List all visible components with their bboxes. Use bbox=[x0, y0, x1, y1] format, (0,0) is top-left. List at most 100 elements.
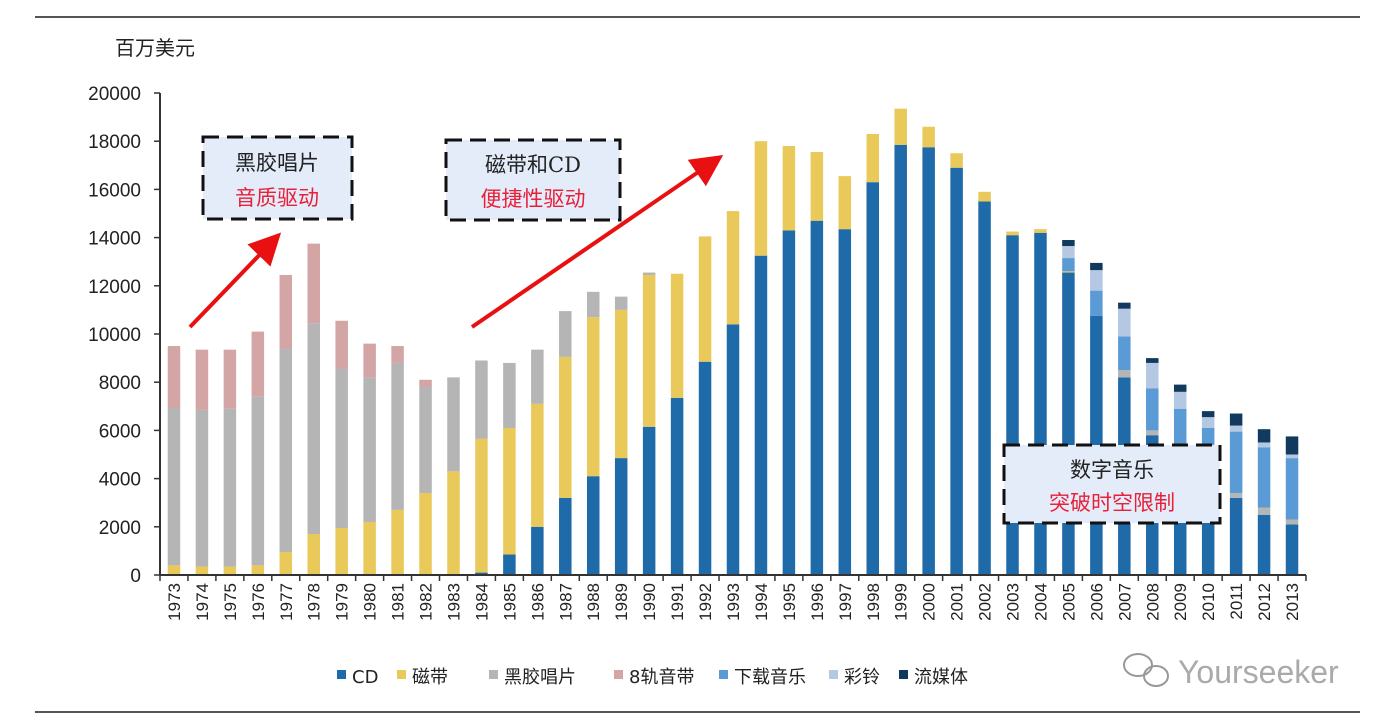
x-tick-label: 1983 bbox=[444, 583, 463, 621]
bar-2013-series-5 bbox=[1285, 454, 1299, 459]
bar-2010-series-6 bbox=[1201, 411, 1215, 418]
bar-1981-series-2 bbox=[391, 362, 404, 510]
legend-swatch bbox=[337, 670, 346, 679]
bar-2005-series-4 bbox=[1062, 258, 1075, 272]
bar-1998-series-0 bbox=[866, 182, 880, 576]
bar-2002-series-1 bbox=[978, 191, 991, 202]
x-tick-label: 1999 bbox=[892, 583, 911, 621]
bar-2007-series-4 bbox=[1118, 336, 1131, 371]
x-tick-label: 1981 bbox=[389, 583, 408, 621]
annotation-title: 数字音乐 bbox=[1070, 458, 1154, 482]
legend-label: 磁带 bbox=[412, 667, 448, 688]
bar-1974-series-2 bbox=[195, 409, 209, 567]
bar-2008-series-5 bbox=[1146, 362, 1159, 389]
bar-2006-series-5 bbox=[1090, 270, 1103, 291]
bar-1973-series-2 bbox=[167, 407, 181, 566]
bar-2013-series-6 bbox=[1285, 436, 1299, 455]
y-tick-label: 14000 bbox=[88, 229, 141, 250]
legend-label: 彩铃 bbox=[844, 667, 880, 688]
bar-2000-series-0 bbox=[922, 147, 935, 575]
bar-2001-series-1 bbox=[950, 153, 963, 168]
x-tick-label: 1996 bbox=[808, 583, 827, 621]
bar-1991-series-1 bbox=[670, 273, 684, 398]
bar-2008-series-6 bbox=[1146, 358, 1159, 363]
x-tick-label: 1973 bbox=[165, 583, 184, 621]
x-tick-label: 2001 bbox=[948, 583, 967, 621]
bar-1975-series-3 bbox=[223, 349, 237, 409]
bar-1994-series-1 bbox=[754, 141, 768, 256]
bar-2013-series-0 bbox=[1285, 524, 1299, 575]
x-tick-label: 2012 bbox=[1255, 583, 1274, 621]
bar-1988-series-2 bbox=[586, 291, 600, 318]
x-tick-label: 1990 bbox=[640, 583, 659, 621]
bar-1989-series-0 bbox=[614, 458, 628, 575]
x-tick-label: 2004 bbox=[1031, 583, 1050, 621]
legend-label: 8轨音带 bbox=[629, 667, 694, 688]
bar-2006-series-6 bbox=[1090, 262, 1103, 271]
bar-1984-series-2 bbox=[475, 360, 488, 439]
y-tick-label: 4000 bbox=[99, 470, 141, 491]
bar-1978-series-3 bbox=[307, 243, 320, 324]
x-tick-label: 2000 bbox=[920, 583, 939, 621]
bar-1985-series-0 bbox=[503, 554, 516, 575]
x-tick-label: 2006 bbox=[1087, 583, 1106, 621]
bar-1992-series-1 bbox=[698, 236, 712, 362]
bar-1978-series-1 bbox=[307, 534, 320, 575]
y-tick-label: 6000 bbox=[99, 421, 141, 442]
bar-2011-series-0 bbox=[1229, 497, 1243, 575]
bar-1996-series-0 bbox=[810, 220, 824, 576]
arrow-tape-cd-growth bbox=[470, 154, 724, 329]
bar-1990-series-2 bbox=[642, 272, 656, 275]
annotation-digital: 数字音乐 突破时空限制 bbox=[1002, 443, 1222, 525]
y-tick-label: 10000 bbox=[88, 325, 141, 346]
bar-1980-series-2 bbox=[363, 377, 376, 522]
bar-1999-series-1 bbox=[894, 108, 907, 145]
bar-1982-series-3 bbox=[419, 379, 432, 388]
legend-swatch bbox=[899, 670, 908, 679]
y-tick-label: 20000 bbox=[88, 84, 141, 105]
bar-1987-series-0 bbox=[559, 497, 572, 575]
bar-2003-series-1 bbox=[1006, 231, 1019, 236]
bar-1987-series-1 bbox=[559, 356, 572, 498]
bar-1986-series-1 bbox=[531, 403, 544, 527]
bar-2006-series-4 bbox=[1090, 290, 1103, 316]
axes: 1973 1974 1975 1976 1977 1978 1979 1980 1981 1982… bbox=[88, 84, 1307, 621]
bar-1982-series-2 bbox=[419, 387, 432, 494]
bar-1979-series-1 bbox=[335, 528, 348, 575]
bar-1980-series-1 bbox=[363, 521, 376, 575]
x-tick-label: 1985 bbox=[500, 583, 519, 621]
bar-1975-series-1 bbox=[223, 566, 237, 575]
legend-label: 黑胶唱片 bbox=[504, 667, 576, 688]
x-tick-label: 1998 bbox=[864, 583, 883, 621]
bar-1994-series-0 bbox=[754, 255, 768, 576]
x-tick-label: 2007 bbox=[1115, 583, 1134, 621]
x-tick-label: 1979 bbox=[333, 583, 352, 621]
annotation-subtitle: 音质驱动 bbox=[235, 186, 319, 210]
bar-1973-series-3 bbox=[167, 346, 181, 408]
x-tick-label: 1975 bbox=[221, 583, 240, 621]
x-tick-label: 2002 bbox=[976, 583, 995, 621]
bar-2012-series-2 bbox=[1257, 507, 1271, 515]
bar-1979-series-3 bbox=[335, 320, 348, 369]
x-tick-label: 2011 bbox=[1227, 583, 1246, 620]
bar-1980-series-3 bbox=[363, 343, 376, 378]
bar-1974-series-1 bbox=[195, 566, 209, 575]
x-tick-label: 1984 bbox=[472, 583, 491, 621]
bar-1986-series-0 bbox=[531, 526, 544, 575]
x-tick-label: 2005 bbox=[1059, 583, 1078, 621]
bar-1993-series-1 bbox=[726, 211, 740, 325]
legend: CD 磁带 黑胶唱片 8轨音带 下载音乐 彩铃 流媒体 bbox=[337, 667, 968, 688]
y-tick-label: 18000 bbox=[88, 132, 141, 153]
x-tick-label: 1986 bbox=[528, 583, 547, 621]
bar-2012-series-4 bbox=[1257, 447, 1271, 508]
bar-1977-series-1 bbox=[279, 552, 293, 575]
bar-2002-series-0 bbox=[978, 201, 991, 575]
bar-1973-series-1 bbox=[167, 565, 181, 575]
legend-label: 下载音乐 bbox=[734, 667, 806, 688]
x-tick-label: 2009 bbox=[1171, 583, 1190, 621]
annotation-subtitle: 便捷性驱动 bbox=[481, 187, 586, 211]
bar-1986-series-2 bbox=[531, 349, 544, 404]
bar-2012-series-0 bbox=[1257, 514, 1271, 575]
bar-1997-series-1 bbox=[838, 176, 852, 230]
